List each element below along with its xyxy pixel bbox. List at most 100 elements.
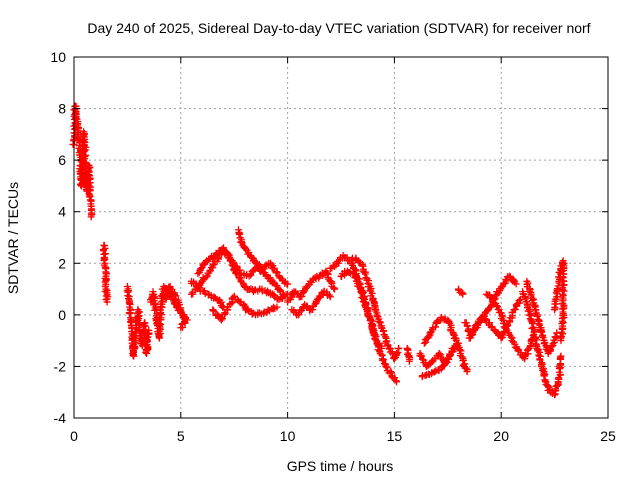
data-points — [69, 102, 568, 399]
data-point — [273, 303, 281, 311]
y-tick-label: -2 — [54, 358, 67, 374]
data-point — [441, 359, 449, 367]
data-point — [366, 312, 374, 320]
data-point — [493, 302, 501, 310]
data-point — [387, 367, 395, 375]
data-point — [557, 352, 565, 360]
data-point — [379, 327, 387, 335]
x-tick-label: 25 — [600, 428, 616, 444]
data-point — [392, 350, 400, 358]
data-point — [393, 378, 401, 386]
data-point — [87, 213, 95, 221]
data-point — [176, 305, 184, 313]
data-point — [435, 350, 443, 358]
data-point — [379, 357, 387, 365]
data-point — [86, 163, 94, 171]
data-point — [534, 347, 542, 355]
data-point — [85, 174, 93, 182]
data-point — [418, 355, 426, 363]
data-point — [210, 253, 218, 261]
data-point — [125, 295, 133, 303]
data-point — [331, 285, 339, 293]
data-point — [124, 292, 132, 300]
y-tick-label: -4 — [54, 410, 67, 426]
data-point — [126, 310, 134, 318]
data-point — [284, 280, 292, 288]
y-tick-label: 8 — [58, 101, 66, 117]
data-point — [540, 372, 548, 380]
data-point — [171, 291, 179, 299]
data-point — [346, 269, 354, 277]
data-point — [279, 290, 287, 298]
data-point — [511, 305, 519, 313]
y-tick-label: 6 — [58, 152, 66, 168]
data-point — [177, 324, 185, 332]
data-point — [361, 270, 369, 278]
data-point — [549, 340, 557, 348]
data-point — [535, 351, 543, 359]
x-tick-label: 20 — [493, 428, 509, 444]
data-point — [449, 330, 457, 338]
x-tick-label: 0 — [70, 428, 78, 444]
data-point — [472, 321, 480, 329]
data-point — [362, 300, 370, 308]
data-point — [381, 333, 389, 341]
data-point — [273, 282, 281, 290]
data-point — [202, 273, 210, 281]
data-point — [462, 364, 470, 372]
data-point — [376, 318, 384, 326]
x-tick-label: 15 — [387, 428, 403, 444]
data-point — [535, 320, 543, 328]
data-point — [218, 315, 226, 323]
data-point — [391, 374, 399, 382]
data-point — [152, 305, 160, 313]
y-axis-label: SDTVAR / TECUs — [5, 182, 21, 294]
data-point — [209, 306, 217, 314]
data-point — [201, 289, 209, 297]
y-tick-label: 4 — [58, 204, 66, 220]
y-tick-label: 0 — [58, 307, 66, 323]
data-point — [560, 287, 568, 295]
data-point — [326, 293, 334, 301]
y-tick-label: 10 — [50, 49, 66, 65]
data-point — [235, 231, 243, 239]
chart-title: Day 240 of 2025, Sidereal Day-to-day VTE… — [87, 20, 590, 36]
data-point — [382, 363, 390, 371]
data-point — [459, 290, 467, 298]
data-point — [101, 250, 109, 258]
data-point — [487, 303, 495, 311]
data-point — [463, 368, 471, 376]
data-point — [103, 298, 111, 306]
data-point — [557, 337, 565, 345]
data-point — [330, 284, 338, 292]
data-point — [223, 248, 231, 256]
plot-frame — [73, 56, 609, 419]
y-tick-label: 2 — [58, 255, 66, 271]
data-point — [512, 280, 520, 288]
data-point — [405, 357, 413, 365]
data-point — [547, 343, 555, 351]
data-point — [497, 334, 505, 342]
data-point — [145, 326, 153, 334]
data-point — [425, 332, 433, 340]
data-point — [395, 344, 403, 352]
data-point — [347, 260, 355, 268]
data-point — [243, 306, 251, 314]
data-point — [356, 283, 364, 291]
gridlines — [74, 57, 608, 418]
data-point — [463, 321, 471, 329]
x-tick-label: 5 — [177, 428, 185, 444]
x-tick-label: 10 — [280, 428, 296, 444]
data-point — [499, 319, 507, 327]
data-point — [390, 355, 398, 363]
data-point — [309, 306, 317, 314]
data-point — [367, 316, 375, 324]
data-point — [379, 356, 387, 364]
data-point — [217, 314, 225, 322]
data-point — [276, 286, 284, 294]
axis-ticks: 0 5 10 15 20 25 -4 -2 0 2 4 6 8 10 — [50, 49, 616, 444]
data-point — [431, 368, 439, 376]
data-point — [450, 344, 458, 352]
x-axis-label: GPS time / hours — [287, 458, 394, 474]
